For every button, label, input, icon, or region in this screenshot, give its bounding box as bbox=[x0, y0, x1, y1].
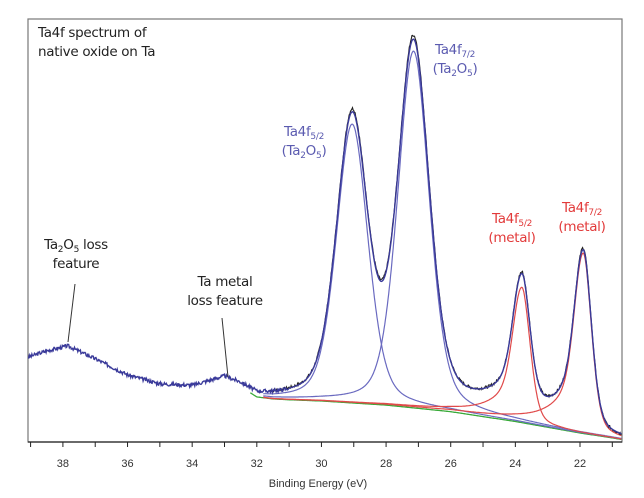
oxide-loss-line2: feature bbox=[52, 256, 100, 272]
chart-title: Ta4f spectrum of native oxide on Ta bbox=[38, 24, 156, 62]
x-tick-label: 26 bbox=[445, 458, 457, 470]
peak-label-metal-5-2: Ta4f5/2 (metal) bbox=[488, 211, 536, 246]
metal-loss-line1: Ta metal bbox=[197, 274, 253, 290]
oxide-loss-leader-line bbox=[67, 283, 76, 343]
x-axis-label: Binding Energy (eV) bbox=[269, 478, 367, 490]
x-tick-label: 38 bbox=[57, 458, 69, 470]
oxide-loss-line1: Ta2O5 loss bbox=[44, 237, 108, 255]
peak-label-metal-7-2: Ta4f7/2 (metal) bbox=[558, 200, 606, 235]
x-tick-label: 34 bbox=[186, 458, 198, 470]
peak-label-oxide-7-2: Ta4f7/2 (Ta2O5) bbox=[432, 42, 478, 79]
x-tick-label: 28 bbox=[380, 458, 392, 470]
envelope-curve bbox=[27, 38, 622, 435]
oxide-loss-label: Ta2O5 loss feature bbox=[36, 236, 116, 274]
curves bbox=[27, 34, 622, 441]
x-tick-label: 24 bbox=[509, 458, 521, 470]
peak-label-oxide-5-2: Ta4f5/2 (Ta2O5) bbox=[281, 124, 327, 161]
metal-loss-leader-line bbox=[221, 317, 229, 378]
component-curve-0 bbox=[263, 123, 622, 440]
component-curve-3 bbox=[263, 252, 622, 437]
x-ticks: 38 36 34 32 30 28 26 24 22 bbox=[30, 442, 613, 470]
x-tick-label: 22 bbox=[574, 458, 586, 470]
x-tick-label: 36 bbox=[121, 458, 133, 470]
x-tick-label: 32 bbox=[251, 458, 263, 470]
component-curve-1 bbox=[263, 50, 622, 439]
title-line-2: native oxide on Ta bbox=[38, 44, 156, 60]
metal-loss-label: Ta metal loss feature bbox=[178, 273, 272, 311]
metal-loss-line2: loss feature bbox=[187, 293, 263, 309]
x-tick-label: 30 bbox=[315, 458, 327, 470]
title-line-1: Ta4f spectrum of bbox=[38, 25, 147, 41]
